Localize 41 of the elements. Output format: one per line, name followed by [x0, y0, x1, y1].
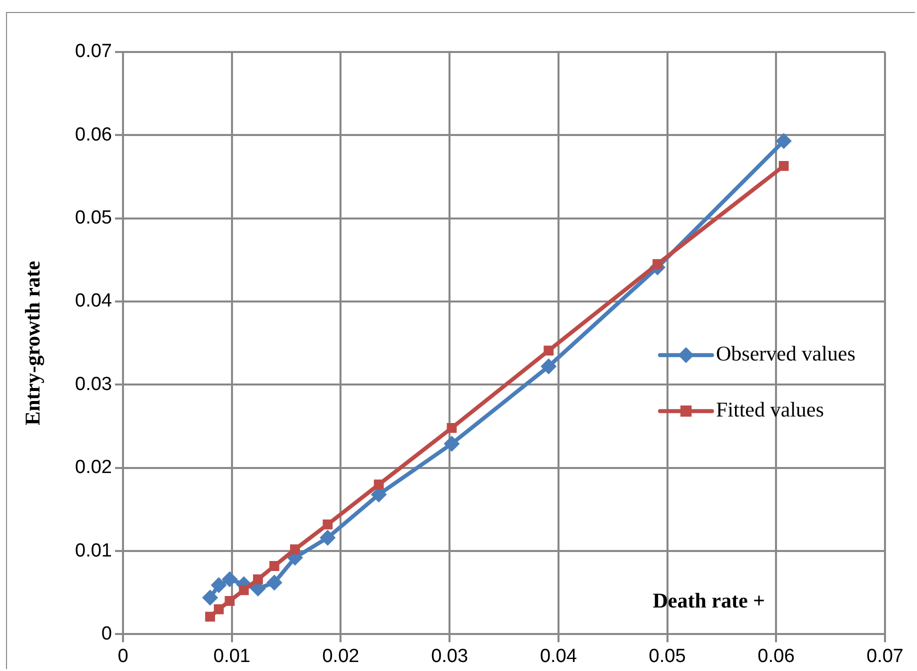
x-tick-label: 0.06: [758, 646, 795, 667]
x-tick-label: 0.07: [866, 646, 904, 667]
x-tick-label: 0.04: [540, 646, 578, 667]
point: [202, 590, 218, 606]
point: [322, 519, 333, 530]
x-axis-title: Death rate +: [652, 588, 765, 613]
x-tick-label: 0.01: [213, 646, 250, 667]
point: [778, 160, 789, 171]
point: [214, 604, 224, 614]
legend-label: Observed values: [716, 342, 856, 366]
y-tick-label: 0.03: [75, 374, 112, 395]
x-tick-label: 0.05: [648, 646, 686, 667]
point: [253, 574, 263, 584]
point: [238, 585, 249, 596]
y-tick-label: 0.07: [75, 41, 112, 62]
y-tick-label: 0.06: [75, 124, 112, 146]
point: [320, 530, 336, 546]
y-tick-label: 0.01: [75, 540, 112, 562]
point: [446, 422, 457, 433]
y-tick-label: 0.04: [75, 290, 112, 312]
point: [776, 132, 792, 149]
point: [205, 612, 216, 622]
legend-label: Fitted values: [716, 398, 824, 422]
point: [269, 561, 280, 571]
x-tick-label: 0.03: [431, 646, 468, 667]
x-tick-label: 0: [118, 646, 128, 667]
point: [652, 259, 662, 270]
point: [266, 574, 282, 591]
point: [290, 544, 300, 554]
point: [544, 346, 554, 356]
point: [224, 596, 235, 606]
y-tick-label: 0: [101, 623, 112, 644]
point: [444, 436, 460, 452]
y-axis-title: Entry-growth rate: [20, 260, 44, 426]
x-tick-label: 0.02: [322, 646, 360, 667]
y-tick-label: 0.05: [75, 208, 112, 229]
point: [210, 577, 227, 594]
y-tick-label: 0.02: [75, 457, 112, 478]
point: [540, 358, 557, 374]
point: [374, 480, 384, 490]
point: [222, 571, 238, 588]
